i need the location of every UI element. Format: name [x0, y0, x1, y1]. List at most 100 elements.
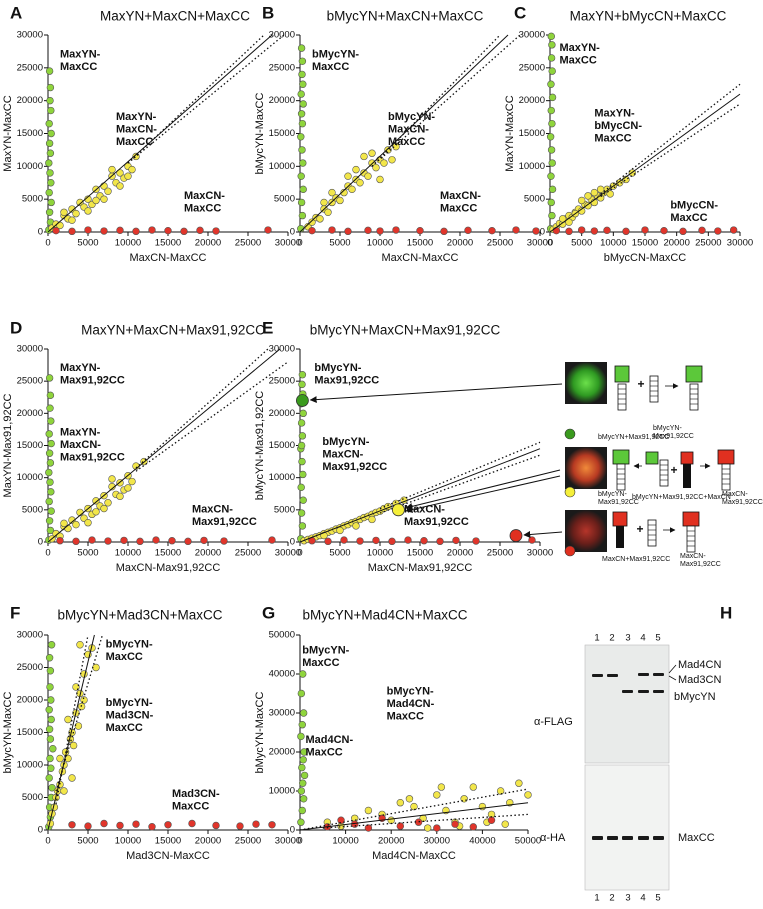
point — [46, 96, 54, 105]
point — [299, 80, 307, 88]
point — [396, 822, 405, 830]
series-label: Mad4CN- — [305, 734, 353, 746]
x-tick-label: 15000 — [155, 836, 181, 847]
point — [132, 820, 140, 828]
y-tick-label: 10000 — [519, 161, 545, 172]
point — [298, 119, 307, 128]
point — [84, 822, 92, 830]
point — [297, 441, 306, 450]
x-tick-label: 25000 — [235, 836, 261, 847]
point — [252, 820, 260, 828]
point — [297, 787, 306, 795]
point — [452, 536, 460, 545]
point — [364, 172, 372, 180]
point — [679, 227, 687, 236]
y-tick-label: 5000 — [274, 504, 295, 515]
schematic-label: bMycYN+Max91,92CC — [598, 434, 669, 441]
point — [356, 179, 364, 187]
point — [128, 165, 136, 174]
point — [60, 208, 68, 217]
lane-number: 3 — [625, 633, 630, 644]
point — [47, 439, 55, 448]
series-label: MaxCN- — [192, 504, 233, 516]
point — [372, 536, 380, 545]
point — [188, 819, 196, 828]
x-tick-label: 30000 — [424, 836, 450, 847]
point — [80, 670, 88, 678]
series-label: MaxCC — [116, 136, 153, 148]
point — [584, 202, 592, 210]
point — [116, 492, 124, 501]
series-label: MaxCC — [440, 202, 477, 214]
point — [328, 226, 336, 234]
point — [72, 537, 80, 546]
point — [348, 185, 356, 194]
fit-line — [299, 34, 509, 233]
point — [512, 226, 520, 234]
point — [45, 139, 54, 148]
point — [68, 774, 76, 782]
x-axis-label: MaxCN-MaxCC — [382, 252, 459, 264]
x-axis-label: Mad4CN-MaxCC — [372, 850, 456, 862]
point — [46, 459, 55, 467]
icon: + — [612, 511, 700, 553]
series-label: Mad3CN- — [172, 788, 220, 800]
point — [47, 764, 55, 772]
svg-text:+: + — [636, 522, 643, 536]
band-label: Mad4CN — [678, 659, 721, 671]
y-tick-label: 30000 — [17, 30, 43, 41]
series-label: MaxYN- — [116, 111, 157, 123]
point — [437, 783, 446, 791]
x-tick-label: 20000 — [447, 238, 473, 249]
point — [698, 226, 706, 235]
point — [84, 226, 92, 234]
fit-line — [299, 788, 529, 831]
key-dot — [564, 545, 576, 557]
schematic-label: MaxCN- — [680, 553, 706, 560]
point — [297, 225, 305, 233]
point — [337, 816, 345, 824]
x-tick-label: 0 — [45, 836, 50, 847]
schematic: + + + — [564, 362, 735, 557]
fit-line — [47, 34, 273, 233]
series-label: bMycYN- — [106, 697, 153, 709]
x-tick-label: 30000 — [275, 548, 301, 559]
x-tick-label: 50000 — [515, 836, 541, 847]
point — [124, 172, 132, 180]
point — [299, 795, 308, 803]
point — [388, 537, 396, 546]
point — [368, 149, 376, 157]
x-tick-label: 5000 — [77, 238, 98, 249]
point — [368, 515, 376, 524]
point — [548, 41, 556, 49]
point — [603, 226, 611, 235]
fit-line — [371, 34, 521, 167]
point — [433, 791, 441, 799]
point — [47, 507, 55, 515]
series-label: Mad4CN- — [387, 698, 435, 710]
point — [47, 488, 55, 496]
point — [46, 667, 55, 675]
point — [548, 67, 556, 75]
point — [45, 159, 53, 167]
point — [299, 409, 307, 418]
schematic-label: Max91,92CC — [653, 433, 694, 440]
x-tick-label: 15000 — [155, 548, 181, 559]
x-tick-label: 25000 — [695, 238, 721, 249]
point — [515, 779, 523, 787]
schematic-label: bMycYN- — [598, 491, 627, 498]
point — [336, 526, 344, 535]
point — [364, 824, 373, 832]
series-label: MaxCC — [302, 657, 339, 669]
lane-number: 2 — [609, 893, 614, 904]
y-tick-label: 10000 — [269, 161, 295, 172]
point — [297, 818, 305, 826]
highlight-point — [509, 529, 523, 542]
point — [328, 188, 336, 197]
point — [108, 475, 116, 483]
point — [501, 820, 509, 828]
x-tick-label: 30000 — [527, 548, 553, 559]
point — [297, 110, 306, 118]
y-axis-label: bMycYN-MaxCC — [254, 692, 266, 774]
point — [352, 165, 360, 174]
